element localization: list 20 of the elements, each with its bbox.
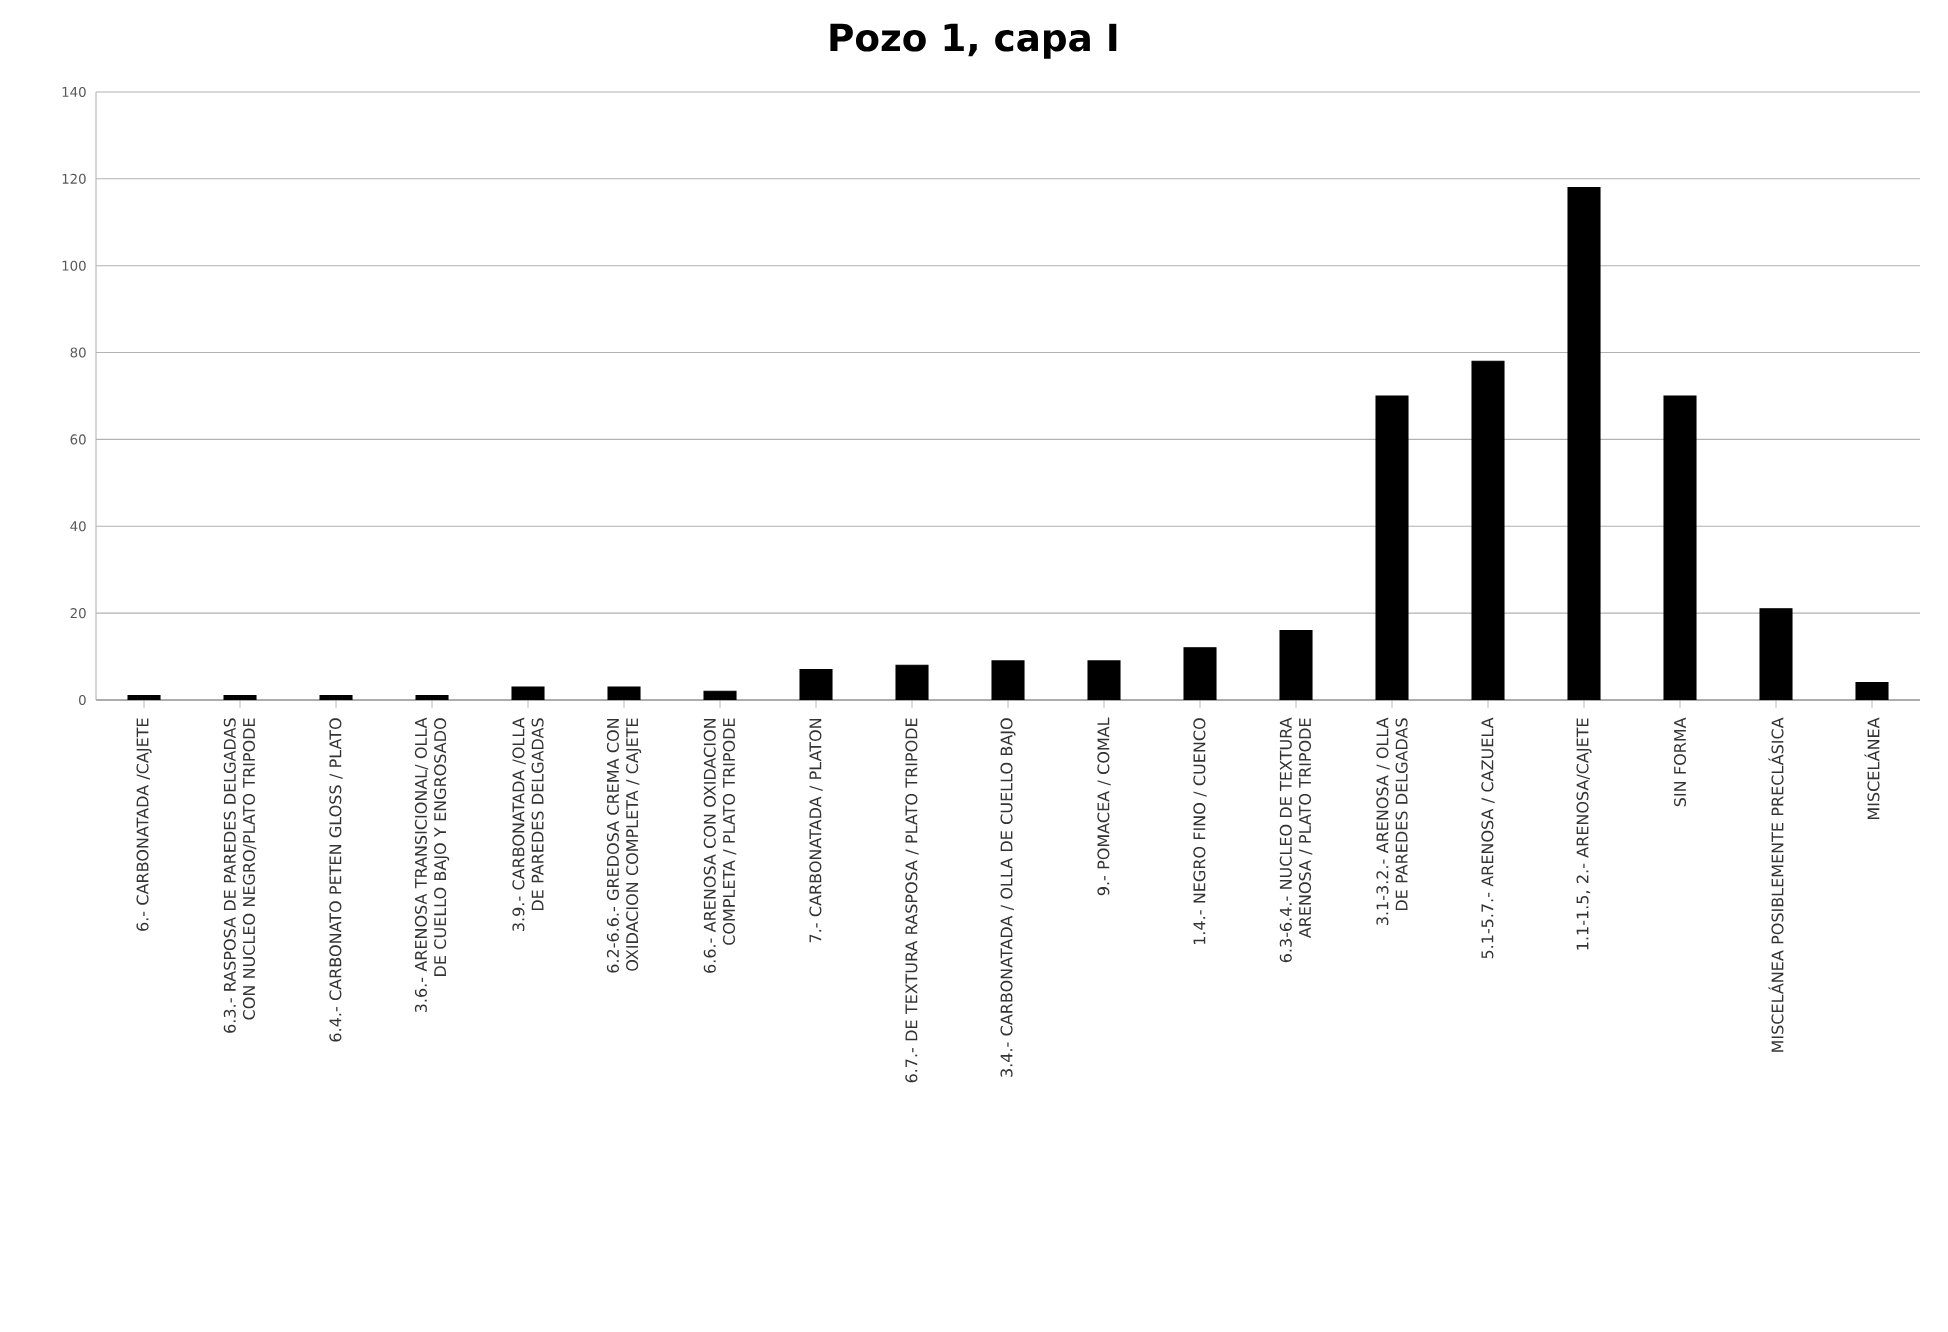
x-tick-label: 3.1-3.2.- ARENOSA / OLLA DE PAREDES DELGADAS: [1376, 717, 1408, 925]
chart-title: Pozo 1, capa I: [830, 23, 1117, 59]
x-tick-label: 9.- POMACEA / COMAL: [1097, 717, 1111, 896]
x-tick-label: MISCELÁNEA POSIBLEMENTE PRECLÁSICA: [1768, 717, 1784, 1052]
x-tick-label: 3.9.- CARBONATADA /OLLA DE PAREDES DELGADAS: [512, 717, 544, 931]
x-tick-label: 3.6.- ARENOSA TRANSICIONAL/ OLLA DE CUELLO BAJO Y ENGROSADO: [414, 717, 450, 1013]
x-tick-label: 6.4.- CARBONATO PETEN GLOSS / PLATO: [329, 718, 343, 1042]
x-tick-label: MISCELÁNEA: [1864, 717, 1880, 820]
x-tick-label: 6.- CARBONATADA /CAJETE: [136, 718, 152, 931]
x-tick-label: 6.3-6.4.- NUCLEO DE TEXTURA ARENOSA / PLATO TRIPODE: [1279, 717, 1313, 963]
x-tick-label: 3.4.- CARBONATADA / OLLA DE CUELLO BAJO: [1000, 718, 1016, 1077]
x-tick-label: 5.1-5.7.- ARENOSA / CAZUELA: [1481, 717, 1495, 959]
x-tick-label: SIN FORMA: [1673, 717, 1687, 807]
x-tick-label: 1.1-1.5, 2.- ARENOSA/CAJETE: [1576, 718, 1592, 950]
x-tick-label: 1.4.- NEGRO FINO / CUENCO: [1193, 718, 1207, 945]
x-tick-label: 6.7.- DE TEXTURA RASPOSA / PLATO TRIPODE: [905, 718, 919, 1083]
x-tick-label: 6.3.- RASPOSA DE PAREDES DELGADAS CON NUCLEO NEGRO/PLATO TRIPODE: [223, 718, 257, 1033]
x-tick-label: 6.6.- ARENOSA CON OXIDACION COMPLETA / PLATO TRIPODE: [703, 718, 737, 973]
x-tick-label: 6.2-6.6.- GREDOSA CREMA CON OXIDACION COMPLETA / CAJETE: [606, 718, 642, 973]
x-tick-label: 7.- CARBONATADA / PLATON: [809, 718, 823, 943]
